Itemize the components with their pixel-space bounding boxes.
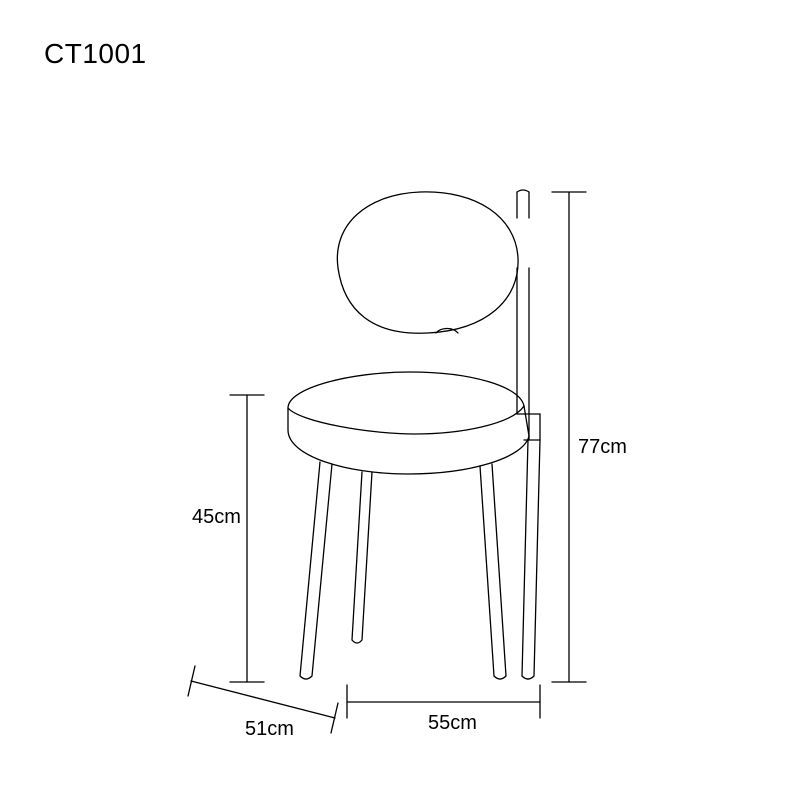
legs bbox=[300, 414, 540, 679]
technical-drawing-canvas: CT1001 bbox=[0, 0, 800, 800]
dim-label-seat-height: 45cm bbox=[192, 506, 241, 529]
seat-cushion bbox=[288, 372, 540, 474]
dim-seat-height bbox=[230, 395, 264, 682]
dim-label-width: 55cm bbox=[428, 712, 477, 735]
backrest bbox=[337, 192, 518, 333]
rear-post bbox=[517, 190, 529, 436]
chair-line-drawing bbox=[0, 0, 800, 800]
dim-label-total-height: 77cm bbox=[578, 436, 627, 459]
dim-label-depth: 51cm bbox=[245, 718, 294, 741]
